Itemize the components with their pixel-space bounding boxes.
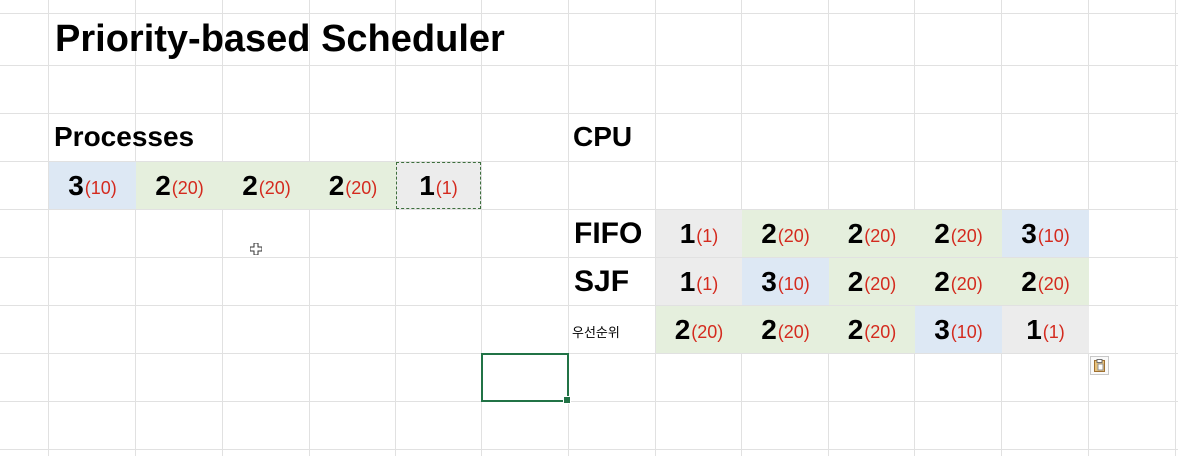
schedule-cell[interactable]: 2 (20)	[829, 258, 915, 305]
process-id: 3	[68, 169, 84, 201]
burst-time: (1)	[435, 178, 458, 198]
burst-time: (10)	[1037, 226, 1070, 246]
process-id: 1	[679, 217, 696, 249]
row-label-fifo: FIFO	[574, 217, 643, 250]
processes-heading: Processes	[54, 121, 195, 152]
burst-time: (20)	[1037, 274, 1070, 294]
schedule-cell[interactable]: 3 (10)	[1002, 210, 1089, 257]
process-id: 2	[761, 313, 777, 345]
process-id: 2	[674, 313, 691, 345]
schedule-cell[interactable]: 2 (20)	[742, 210, 829, 257]
burst-time: (10)	[777, 274, 810, 294]
schedule-cell[interactable]: 3 (10)	[742, 258, 829, 305]
process-id: 2	[328, 169, 345, 201]
process-id: 3	[761, 265, 777, 297]
process-id: 2	[934, 265, 950, 297]
burst-time: (20)	[345, 178, 378, 198]
schedule-cell[interactable]: 3 (10)	[915, 306, 1002, 353]
schedule-cell[interactable]: 2 (20)	[915, 258, 1002, 305]
burst-time: (20)	[950, 226, 983, 246]
process-cell[interactable]: 2 (20)	[310, 162, 396, 209]
clipboard-icon-glyph	[1094, 359, 1105, 372]
row-label-sjf: SJF	[574, 265, 630, 298]
burst-time: (20)	[777, 226, 810, 246]
schedule-cell[interactable]: 2 (20)	[829, 210, 915, 257]
process-cell[interactable]: 3 (10)	[49, 162, 136, 209]
schedule-cell[interactable]: 2 (20)	[656, 306, 742, 353]
process-id: 2	[761, 217, 777, 249]
schedule-cell[interactable]: 2 (20)	[1002, 258, 1089, 305]
process-id: 2	[155, 169, 171, 201]
clipboard-icon[interactable]	[1090, 356, 1109, 375]
burst-time: (20)	[864, 322, 897, 342]
burst-time: (20)	[171, 178, 204, 198]
burst-time: (20)	[864, 226, 897, 246]
burst-time: (20)	[864, 274, 897, 294]
active-cell-selection[interactable]	[481, 353, 571, 404]
process-id: 1	[1026, 313, 1042, 345]
burst-time: (10)	[84, 178, 117, 198]
fill-handle[interactable]	[563, 396, 571, 404]
schedule-cell[interactable]: 2 (20)	[829, 306, 915, 353]
process-id: 1	[679, 265, 696, 297]
process-id: 2	[847, 313, 864, 345]
schedule-cell[interactable]: 2 (20)	[915, 210, 1002, 257]
process-id: 2	[242, 169, 258, 201]
schedule-cell[interactable]: 1 (1)	[656, 258, 742, 305]
process-id: 2	[934, 217, 950, 249]
burst-time: (20)	[258, 178, 291, 198]
crosshair-cursor-icon	[249, 242, 263, 258]
schedule-cell[interactable]: 1 (1)	[656, 210, 742, 257]
process-cell[interactable]: 2 (20)	[136, 162, 223, 209]
burst-time: (1)	[1042, 322, 1065, 342]
process-id: 1	[419, 169, 435, 201]
process-id: 3	[934, 313, 950, 345]
burst-time: (10)	[950, 322, 983, 342]
burst-time: (1)	[696, 274, 719, 294]
schedule-cell[interactable]: 1 (1)	[1002, 306, 1089, 353]
process-id: 2	[847, 265, 864, 297]
process-id: 3	[1021, 217, 1037, 249]
schedule-cell[interactable]: 2 (20)	[742, 306, 829, 353]
burst-time: (1)	[696, 226, 719, 246]
cpu-heading: CPU	[573, 121, 633, 152]
burst-time: (20)	[691, 322, 724, 342]
page-title: Priority-based Scheduler	[55, 18, 505, 60]
row-label-priority: 우선순위	[572, 325, 620, 340]
process-cell[interactable]: 2 (20)	[223, 162, 310, 209]
process-cell-copied[interactable]: 1 (1)	[396, 162, 481, 209]
burst-time: (20)	[777, 322, 810, 342]
burst-time: (20)	[950, 274, 983, 294]
process-id: 2	[847, 217, 864, 249]
process-id: 2	[1021, 265, 1037, 297]
